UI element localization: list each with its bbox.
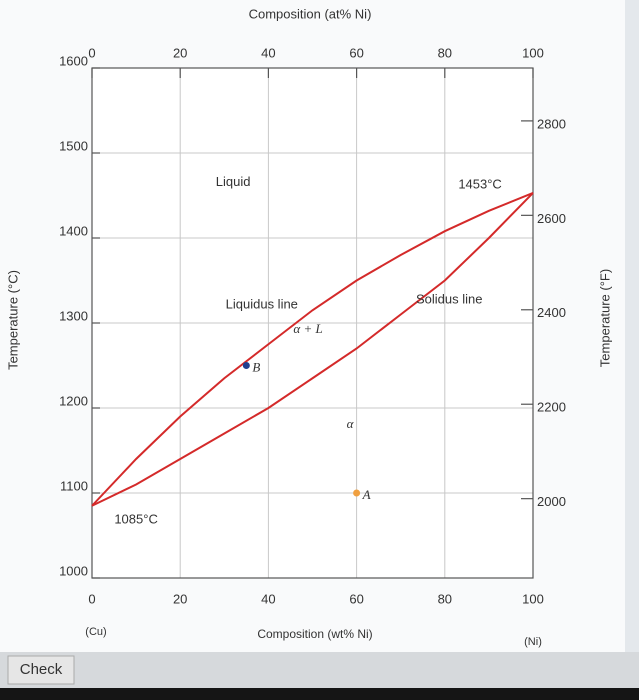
x-tick-label: 40 <box>261 591 275 606</box>
curve <box>91 192 534 507</box>
point-label: B <box>252 359 260 374</box>
point <box>353 489 361 497</box>
x-tick-label: 100 <box>522 591 544 606</box>
x2-tick-label: 0 <box>88 45 95 60</box>
annotation: 1453°C <box>458 177 502 192</box>
y-tick-label: 1100 <box>60 478 88 493</box>
annotation: α + L <box>293 321 322 336</box>
check-button-label[interactable]: Check <box>20 661 63 678</box>
bottom-bar <box>0 688 639 700</box>
y-axis-title: Temperature (°C) <box>5 270 20 370</box>
y2-tick-label: 2000 <box>537 494 566 509</box>
y2-tick-label: 2200 <box>537 400 566 415</box>
plot-frame <box>91 67 534 579</box>
x-end-label: (Ni) <box>524 636 542 648</box>
annotation: Liquid <box>216 174 251 189</box>
x-end-label: (Cu) <box>85 626 106 638</box>
y-tick-label: 1500 <box>59 138 88 153</box>
curve <box>91 192 534 507</box>
annotation: 1085°C <box>114 512 158 527</box>
y-tick-label: 1000 <box>59 563 88 578</box>
curve-label: Solidus line <box>416 291 483 306</box>
y2-tick-label: 2600 <box>537 211 566 226</box>
top-axis-title: Composition (at% Ni) <box>249 6 372 21</box>
y2-axis-title: Temperature (°F) <box>597 269 612 367</box>
y2-tick-label: 2800 <box>537 116 566 131</box>
y2-tick-label: 2400 <box>537 305 566 320</box>
check-button[interactable] <box>7 655 75 685</box>
point <box>242 362 250 369</box>
x2-tick-label: 100 <box>522 45 544 60</box>
annotation: α <box>347 416 355 431</box>
x-tick-label: 20 <box>173 591 187 606</box>
y-tick-label: 1400 <box>59 223 88 238</box>
x-tick-label: 60 <box>349 591 363 606</box>
x2-tick-label: 40 <box>261 45 275 60</box>
y-tick-label: 1600 <box>59 53 88 68</box>
y-tick-label: 1200 <box>59 393 88 408</box>
x-tick-label: 80 <box>438 591 452 606</box>
x2-tick-label: 20 <box>173 45 187 60</box>
y-tick-label: 1300 <box>59 308 88 323</box>
x2-tick-label: 60 <box>349 45 363 60</box>
x2-tick-label: 80 <box>438 45 452 60</box>
point-label: A <box>362 487 371 502</box>
x-axis-title: Composition (wt% Ni) <box>257 627 372 641</box>
footer <box>0 652 639 688</box>
curve-label: Liquidus line <box>226 297 298 312</box>
x-tick-label: 0 <box>88 591 95 606</box>
